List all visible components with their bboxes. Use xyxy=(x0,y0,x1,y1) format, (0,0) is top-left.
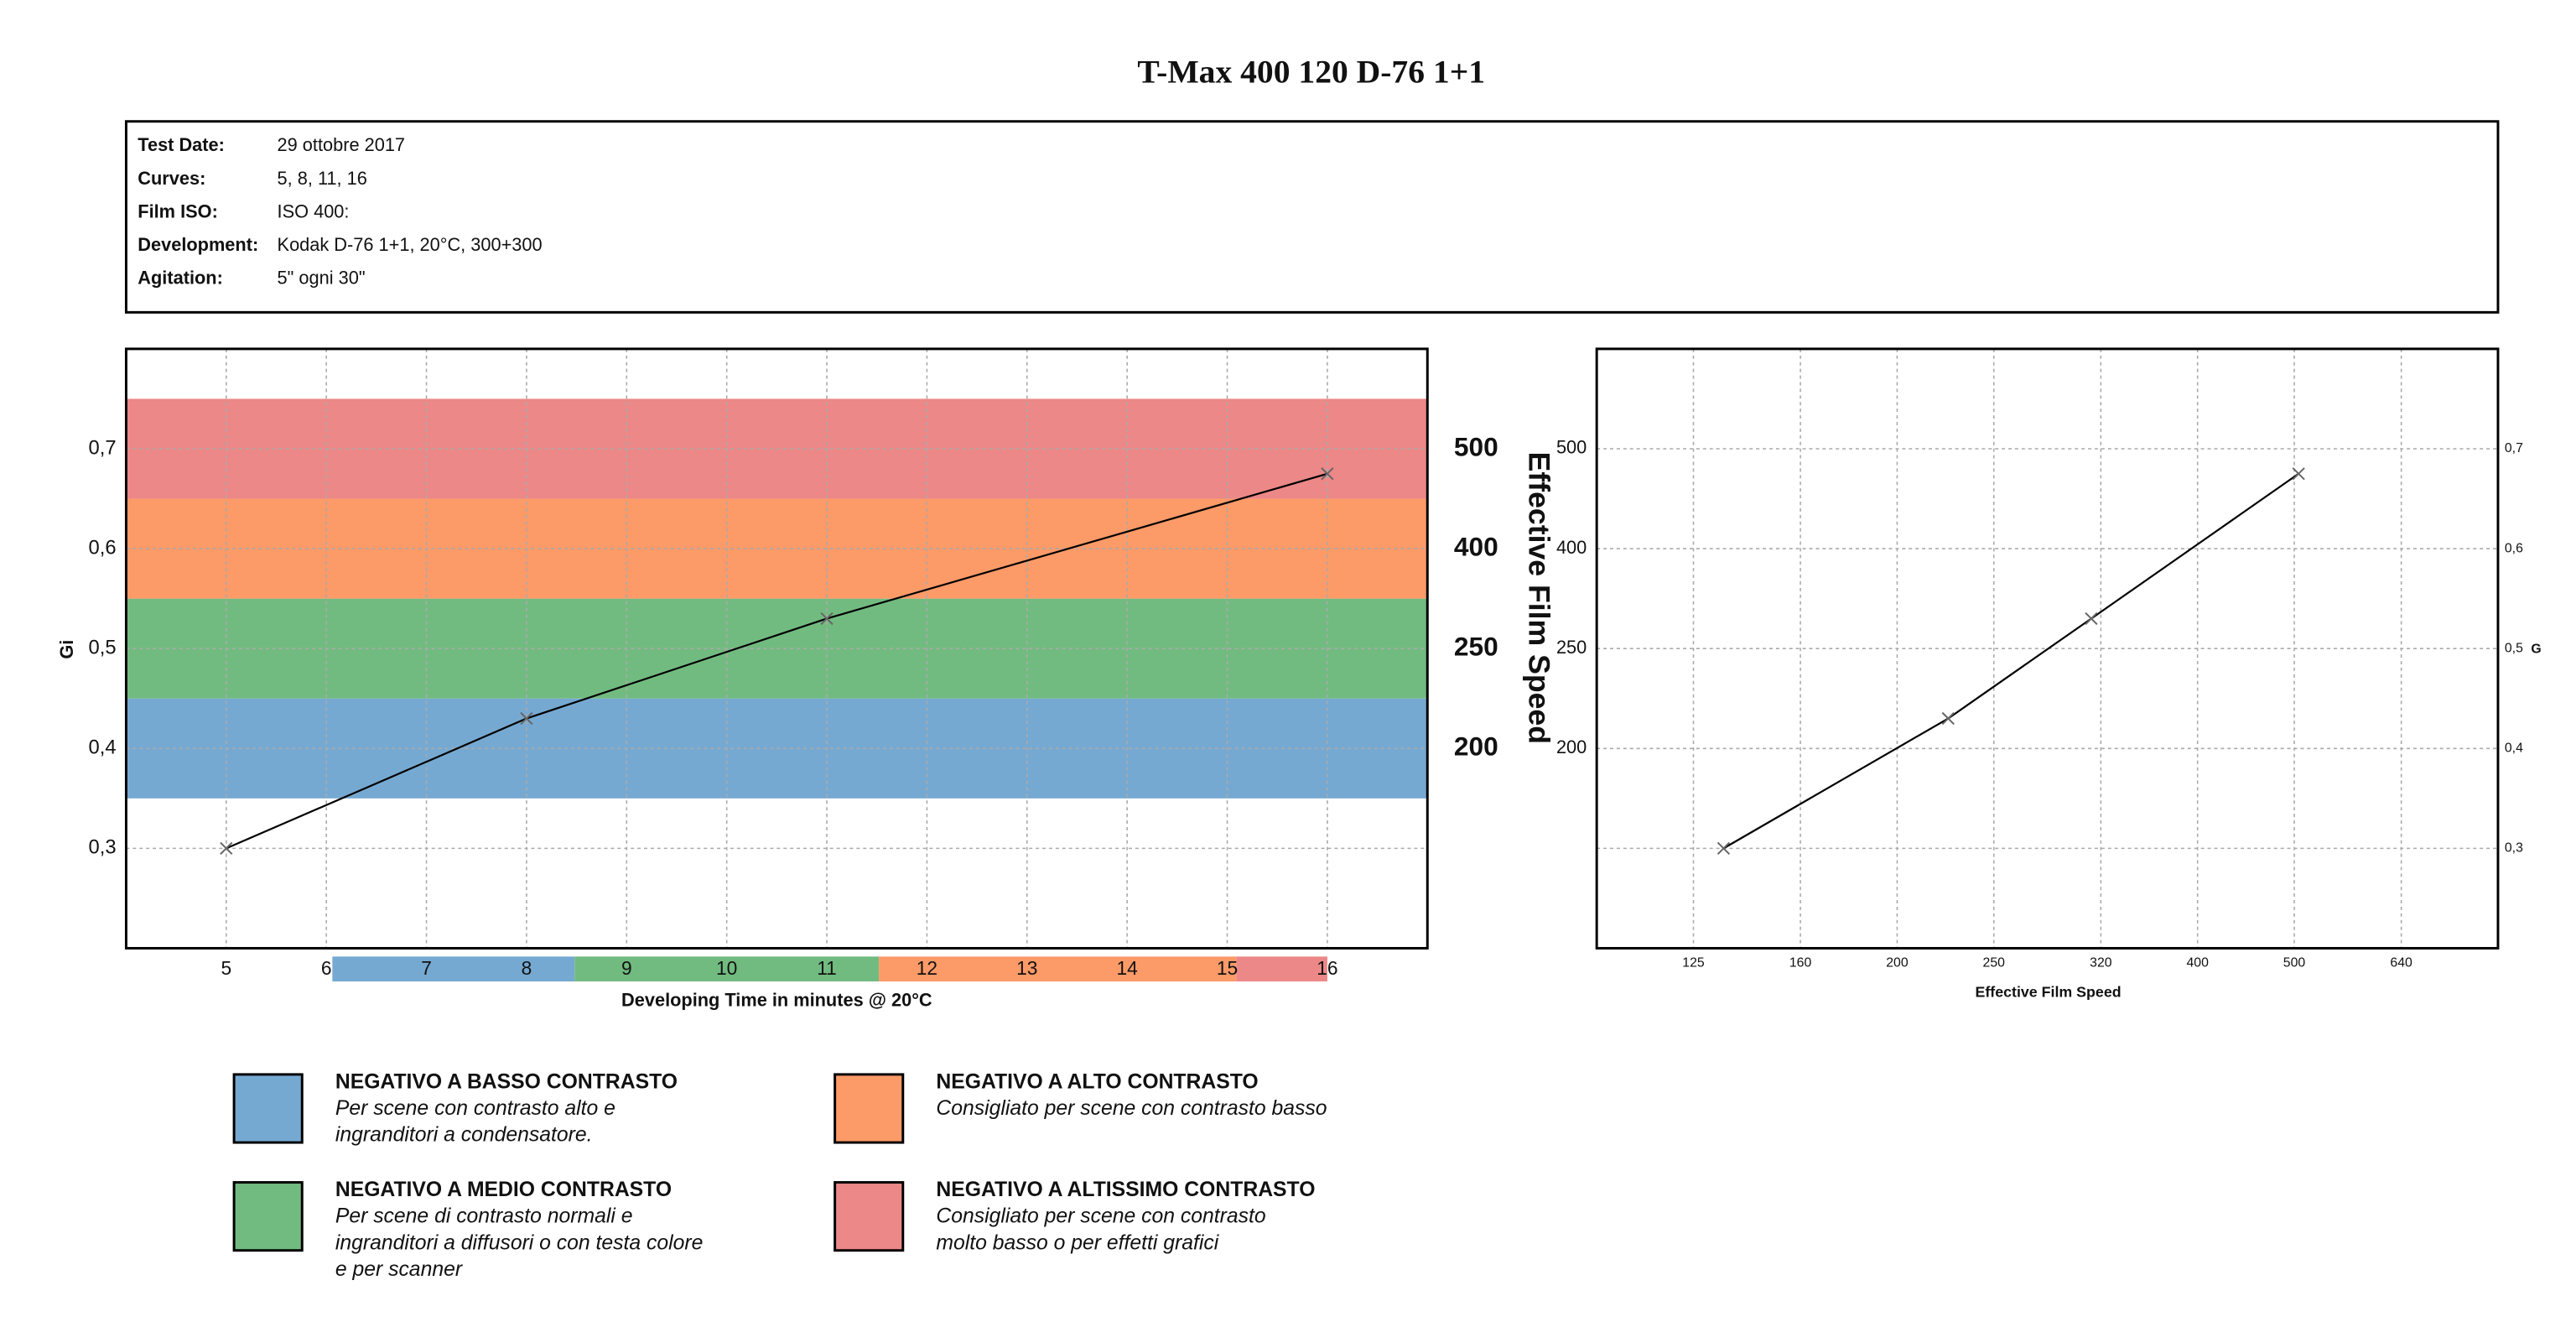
legend-swatch xyxy=(834,1181,905,1252)
y2-axis-label: Effective Film Speed xyxy=(1523,452,1556,744)
legend-title: NEGATIVO A MEDIO CONTRASTO xyxy=(335,1179,672,1201)
speed-tick-label: 250 xyxy=(1454,632,1498,662)
y-axis-label: G xyxy=(2531,642,2541,656)
time-band xyxy=(332,956,575,982)
speed-tick-label: 400 xyxy=(1454,531,1498,561)
y-tick-label: 0,3 xyxy=(2505,841,2523,856)
x-tick-label: 250 xyxy=(1983,955,2006,970)
x-tick-label: 16 xyxy=(1317,957,1337,979)
info-box xyxy=(124,120,2500,314)
legend-title: NEGATIVO A BASSO CONTRASTO xyxy=(335,1070,678,1093)
data-marker xyxy=(1716,841,1731,855)
legend-desc: ingranditori a condensatore. xyxy=(335,1124,593,1147)
x-tick-label: 125 xyxy=(1682,955,1705,970)
plot-frame xyxy=(124,347,1429,950)
y-tick-label: 0,4 xyxy=(89,736,117,759)
legend-swatch xyxy=(834,1073,905,1144)
x-tick-label: 160 xyxy=(1789,955,1812,970)
legend-desc: Per scene con contrasto alto e xyxy=(335,1097,615,1120)
x-tick-label: 8 xyxy=(522,957,532,979)
data-line xyxy=(1722,472,2299,850)
y-tick-label: 0,7 xyxy=(2505,441,2523,455)
x-axis-label: Developing Time in minutes @ 20°C xyxy=(621,990,932,1011)
x-tick-label: 15 xyxy=(1217,957,1238,979)
y-tick-label: 0,4 xyxy=(2505,741,2523,755)
data-marker xyxy=(2085,611,2098,626)
x-tick-label: 11 xyxy=(817,957,837,979)
legend-title: NEGATIVO A ALTISSIMO CONTRASTO xyxy=(936,1179,1315,1201)
info-value: 29 ottobre 2017 xyxy=(278,134,406,155)
speed-tick-label: 200 xyxy=(1454,731,1498,762)
data-marker xyxy=(220,841,233,855)
x-tick-label: 6 xyxy=(321,957,332,979)
plot-frame xyxy=(1595,347,2500,950)
x-tick-label: 14 xyxy=(1116,957,1137,979)
info-value: ISO 400: xyxy=(278,200,350,221)
data-marker xyxy=(520,711,533,726)
x-tick-label: 5 xyxy=(221,957,231,979)
legend-desc: Consigliato per scene con contrasto xyxy=(936,1205,1265,1228)
data-marker xyxy=(820,611,834,626)
legend-desc: e per scanner xyxy=(335,1258,464,1281)
legend-desc: Consigliato per scene con contrasto bass… xyxy=(936,1097,1327,1120)
x-tick-label: 10 xyxy=(716,957,737,979)
info-value: 5" ogni 30" xyxy=(278,268,366,289)
x-tick-label: 13 xyxy=(1016,957,1037,979)
legend-swatch xyxy=(232,1073,304,1144)
x-axis-label: Effective Film Speed xyxy=(1976,984,2122,1001)
x-tick-label: 9 xyxy=(621,957,632,979)
legend-desc: Per scene di contrasto normali e xyxy=(335,1205,633,1228)
legend-title: NEGATIVO A ALTO CONTRASTO xyxy=(936,1070,1258,1093)
x-tick-label: 640 xyxy=(2390,955,2412,970)
speed-tick-label: 500 xyxy=(1454,431,1498,461)
y-tick-label: 0,6 xyxy=(2505,541,2523,555)
speed-tick-label: 200 xyxy=(1556,736,1587,757)
y-tick-label: 0,6 xyxy=(89,536,117,559)
time-band xyxy=(879,956,1237,982)
y-axis-label: Gi xyxy=(56,640,77,659)
data-line xyxy=(226,472,1328,850)
x-tick-label: 400 xyxy=(2186,955,2209,970)
y-tick-label: 0,5 xyxy=(2505,641,2523,655)
speed-tick-label: 500 xyxy=(1556,437,1587,458)
info-label: Development: xyxy=(138,234,258,255)
info-label: Agitation: xyxy=(138,268,223,289)
speed-tick-label: 400 xyxy=(1556,537,1587,558)
x-tick-label: 12 xyxy=(917,957,937,979)
x-tick-label: 500 xyxy=(2283,955,2306,970)
info-label: Curves: xyxy=(138,168,205,189)
legend-desc: ingranditori a diffusori o con testa col… xyxy=(335,1231,704,1254)
legend-desc: molto basso o per effetti grafici xyxy=(936,1231,1219,1254)
time-band xyxy=(574,956,880,982)
y-tick-label: 0,3 xyxy=(89,836,117,859)
info-label: Test Date: xyxy=(138,134,225,155)
info-label: Film ISO: xyxy=(138,200,218,221)
page-title: T-Max 400 120 D-76 1+1 xyxy=(1137,53,1485,90)
x-tick-label: 200 xyxy=(1886,955,1909,970)
y-tick-label: 0,7 xyxy=(89,436,117,459)
data-marker xyxy=(1941,711,1955,726)
data-marker xyxy=(1321,467,1334,481)
x-tick-label: 7 xyxy=(421,957,432,979)
speed-tick-label: 250 xyxy=(1556,637,1587,658)
info-value: Kodak D-76 1+1, 20°C, 300+300 xyxy=(278,234,543,255)
time-band xyxy=(1236,956,1327,982)
info-value: 5, 8, 11, 16 xyxy=(278,168,367,189)
y-tick-label: 0,5 xyxy=(89,636,117,658)
x-tick-label: 320 xyxy=(2090,955,2112,970)
data-marker xyxy=(2292,467,2305,481)
legend-swatch xyxy=(232,1181,304,1252)
